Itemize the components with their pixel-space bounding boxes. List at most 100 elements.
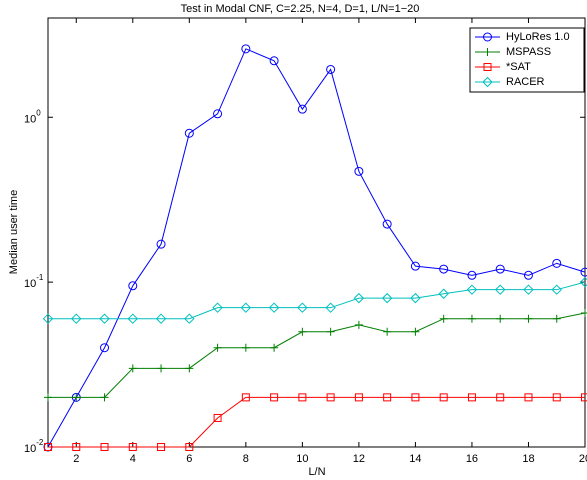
legend-label: MSPASS [506, 46, 551, 58]
marker [551, 284, 562, 295]
marker [241, 343, 250, 352]
marker [185, 443, 194, 451]
marker [127, 313, 138, 324]
marker [213, 413, 222, 422]
marker [410, 261, 420, 271]
legend-marker [483, 63, 492, 71]
marker [381, 292, 393, 304]
plot-area [47, 17, 586, 448]
marker [184, 313, 195, 324]
marker [269, 56, 279, 66]
marker [467, 270, 477, 280]
series-line [47, 48, 586, 448]
marker [240, 302, 252, 313]
x-tick-label: 12 [353, 453, 365, 465]
marker [383, 327, 392, 336]
marker [580, 267, 587, 277]
legend-box [469, 27, 585, 93]
y-tick-exponent: -1 [36, 273, 44, 282]
marker [354, 166, 364, 176]
marker [100, 393, 109, 402]
marker [439, 314, 448, 323]
marker [241, 44, 251, 54]
marker [100, 343, 110, 353]
marker [155, 313, 167, 324]
y-tick-base: 10 [24, 113, 36, 125]
marker [552, 393, 561, 402]
marker [157, 364, 166, 373]
marker [495, 284, 506, 295]
marker [438, 288, 449, 299]
marker [128, 281, 138, 291]
x-tick-label: 10 [296, 453, 308, 465]
marker [524, 393, 533, 402]
marker [354, 320, 363, 329]
marker [297, 302, 308, 313]
marker [241, 393, 250, 402]
x-tick-label: 8 [243, 453, 249, 465]
marker [411, 327, 420, 336]
marker [354, 393, 363, 402]
marker [439, 264, 449, 274]
y-axis-label: Median user time [8, 190, 20, 274]
marker [44, 393, 52, 402]
marker [71, 313, 82, 324]
x-tick-label: 2 [73, 453, 79, 465]
marker [411, 393, 420, 402]
x-tick-label: 18 [522, 453, 534, 465]
legend-marker [483, 32, 492, 42]
marker [467, 314, 476, 323]
marker [383, 393, 392, 402]
marker [495, 264, 505, 274]
marker [72, 443, 81, 451]
marker [496, 393, 505, 402]
marker [298, 327, 307, 336]
marker [297, 104, 307, 114]
marker [579, 276, 587, 288]
y-tick-label: 10-2 [24, 438, 44, 455]
legend-label: RACER [506, 76, 545, 88]
marker [326, 64, 336, 74]
marker [156, 239, 166, 249]
series-line [48, 312, 586, 398]
marker [552, 314, 561, 323]
legend-label: *SAT [506, 61, 531, 73]
marker [128, 443, 137, 451]
chart-title: Test in Modal CNF, C=2.25, N=4, D=1, L/N… [181, 3, 420, 15]
x-tick-label: 16 [466, 453, 478, 465]
marker [184, 128, 194, 138]
marker [326, 393, 335, 402]
y-tick-exponent: -2 [36, 438, 44, 447]
marker [581, 393, 587, 402]
marker [581, 308, 587, 317]
y-tick-base: 10 [24, 278, 36, 290]
marker [410, 292, 421, 304]
marker [99, 313, 110, 324]
marker [523, 284, 534, 295]
marker [128, 364, 137, 373]
marker [157, 443, 166, 451]
marker [326, 327, 335, 336]
marker [185, 364, 194, 373]
series-line [48, 396, 585, 448]
marker [466, 284, 478, 295]
x-tick-label: 14 [409, 453, 421, 465]
marker [439, 393, 448, 402]
marker [213, 109, 223, 119]
x-tick-label: 4 [130, 453, 136, 465]
marker [42, 313, 54, 324]
marker [213, 343, 222, 352]
marker [523, 270, 533, 280]
marker [298, 393, 307, 402]
marker [552, 258, 562, 268]
y-tick-label: 100 [24, 108, 41, 125]
x-tick-label: 6 [186, 453, 192, 465]
marker [44, 443, 52, 451]
legend-marker [482, 76, 493, 88]
marker [524, 314, 533, 323]
x-axis-label: L/N [308, 466, 325, 478]
marker [382, 219, 392, 229]
y-tick-exponent: 0 [36, 108, 41, 117]
